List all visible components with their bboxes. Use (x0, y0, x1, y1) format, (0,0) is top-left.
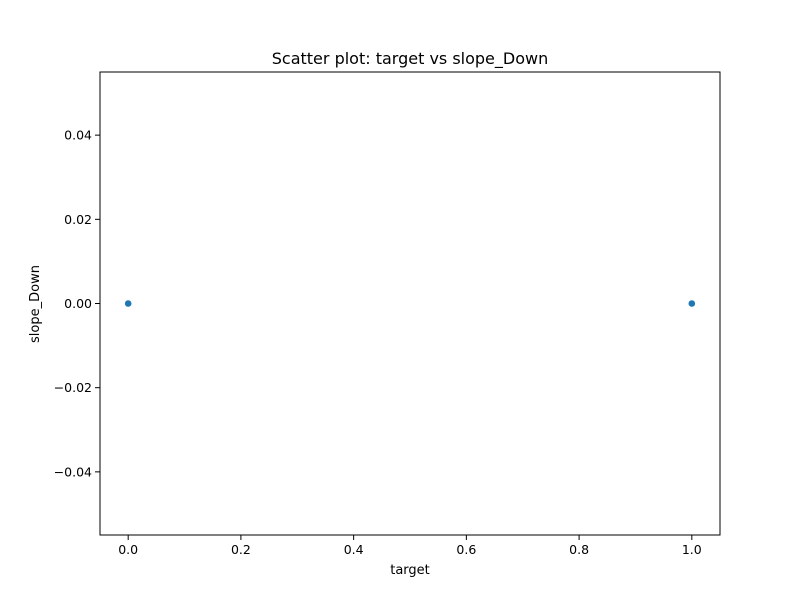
y-tick-label: 0.00 (64, 296, 92, 311)
y-tick-label: −0.02 (54, 380, 92, 395)
y-axis-label: slope_Down (28, 265, 43, 343)
x-tick-label: 0.8 (569, 542, 589, 557)
x-tick-label: 0.4 (344, 542, 364, 557)
y-axis-ticks: −0.04 −0.02 0.00 0.02 0.04 (54, 128, 100, 479)
x-tick-label: 0.0 (118, 542, 138, 557)
scatter-point (124, 299, 133, 308)
x-axis-ticks: 0.0 0.2 0.4 0.6 0.8 1.0 (118, 535, 702, 557)
x-tick-label: 1.0 (682, 542, 702, 557)
x-tick-label: 0.6 (456, 542, 476, 557)
y-tick-label: −0.04 (54, 464, 92, 479)
y-tick-label: 0.02 (64, 212, 92, 227)
scatter-point (687, 299, 696, 308)
x-tick-label: 0.2 (231, 542, 251, 557)
plot-area-frame (99, 71, 721, 536)
chart-title: Scatter plot: target vs slope_Down (272, 49, 548, 69)
x-axis-label: target (390, 563, 430, 578)
y-tick-label: 0.04 (64, 128, 92, 143)
data-points (124, 299, 696, 308)
